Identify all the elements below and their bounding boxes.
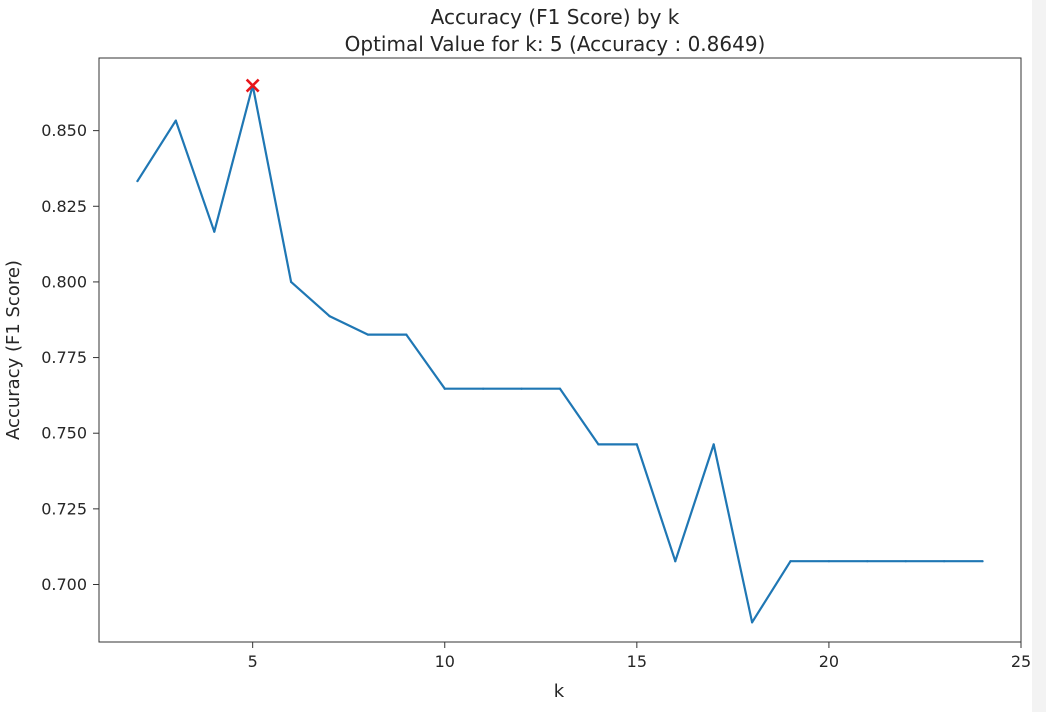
y-tick-label: 0.825	[41, 197, 87, 216]
y-tick-label: 0.775	[41, 348, 87, 367]
y-tick-label: 0.750	[41, 424, 87, 443]
series-line	[136, 84, 983, 624]
chart-subtitle: Optimal Value for k: 5 (Accuracy : 0.864…	[345, 32, 766, 56]
y-tick-label: 0.850	[41, 121, 87, 140]
y-tick-label: 0.800	[41, 272, 87, 291]
data-point	[482, 387, 485, 390]
data-point	[866, 560, 869, 563]
data-point	[366, 333, 370, 336]
data-point	[981, 560, 984, 563]
data-point	[674, 560, 677, 563]
data-point	[328, 315, 331, 318]
data-point	[827, 560, 831, 563]
data-point	[136, 180, 139, 183]
x-tick-label: 10	[435, 652, 455, 671]
data-point	[943, 560, 946, 563]
x-tick-label: 25	[1011, 652, 1031, 671]
plot-frame	[98, 57, 1022, 643]
data-point	[750, 621, 754, 624]
data-point	[213, 230, 216, 233]
x-axis-ticks: 5 10 15 20 25	[248, 642, 1031, 671]
data-point	[174, 119, 177, 122]
data-points	[136, 84, 984, 624]
data-point	[520, 387, 523, 390]
data-point	[405, 333, 408, 336]
x-axis-label: k	[554, 681, 565, 702]
data-point	[712, 443, 715, 446]
x-tick-label: 15	[627, 652, 647, 671]
y-tick-label: 0.700	[41, 575, 87, 594]
y-tick-label: 0.725	[41, 499, 87, 518]
optimal-marker-stroke	[245, 78, 260, 93]
data-point	[597, 443, 600, 446]
optimal-marker	[245, 78, 260, 93]
x-tick-label: 20	[819, 652, 839, 671]
y-axis-label: Accuracy (F1 Score)	[3, 260, 24, 440]
chart-title: Accuracy (F1 Score) by k	[431, 5, 680, 29]
data-point	[789, 560, 792, 563]
data-point	[635, 443, 638, 446]
y-axis-ticks: 0.700 0.725 0.750 0.775 0.800 0.825 0.850	[41, 121, 99, 594]
data-point	[904, 560, 907, 563]
data-point	[289, 280, 293, 284]
data-point	[558, 387, 562, 390]
window-edge	[1032, 0, 1046, 712]
data-point	[443, 387, 446, 390]
x-tick-label: 5	[248, 652, 258, 671]
